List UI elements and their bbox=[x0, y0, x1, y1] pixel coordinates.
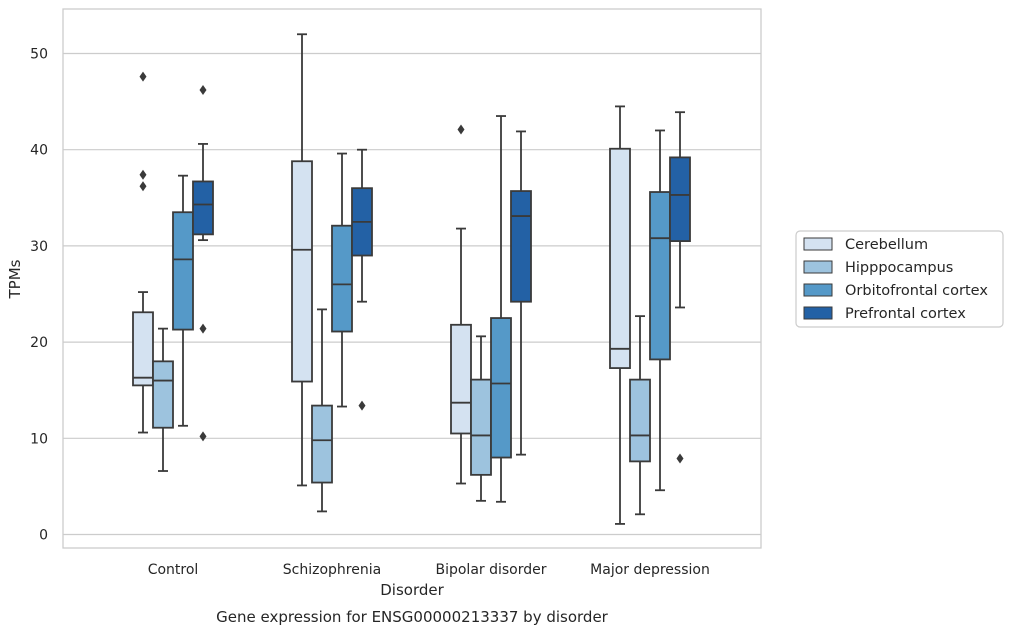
box-prefrontal-cortex bbox=[510, 130, 532, 456]
chart-title: Gene expression for ENSG00000213337 by d… bbox=[216, 608, 609, 626]
box-orbitofrontal-cortex bbox=[331, 152, 353, 408]
y-axis-ticks: 0 10 20 30 40 50 bbox=[30, 47, 48, 544]
plot-area-frame bbox=[62, 8, 762, 549]
y-tick-label: 10 bbox=[30, 431, 48, 447]
y-axis-label: TPMs bbox=[6, 259, 24, 299]
box-series bbox=[132, 33, 691, 525]
legend-swatch bbox=[803, 283, 833, 297]
outlier-point bbox=[199, 431, 207, 442]
iqr-box bbox=[629, 378, 651, 463]
legend-frame bbox=[795, 230, 1004, 328]
legend-label: Orbitofrontal cortex bbox=[845, 283, 988, 299]
box-orbitofrontal-cortex bbox=[649, 129, 671, 492]
outlier-point bbox=[139, 181, 147, 192]
box-cerebellum bbox=[291, 33, 313, 487]
iqr-box bbox=[291, 160, 313, 383]
x-axis-label: Disorder bbox=[380, 581, 444, 599]
outlier-point bbox=[139, 169, 147, 180]
y-tick-label: 50 bbox=[30, 47, 48, 63]
box-prefrontal-cortex bbox=[669, 111, 691, 464]
iqr-box bbox=[490, 317, 512, 459]
box-hipppocampus bbox=[311, 308, 333, 513]
box-cerebellum bbox=[132, 71, 154, 434]
iqr-box bbox=[510, 190, 532, 303]
iqr-box bbox=[649, 191, 671, 361]
outlier-point bbox=[139, 71, 147, 82]
outlier-point bbox=[358, 400, 366, 411]
y-tick-label: 40 bbox=[30, 143, 48, 159]
x-tick-label: Control bbox=[148, 562, 199, 578]
box-cerebellum bbox=[609, 105, 631, 525]
iqr-box bbox=[172, 211, 194, 331]
iqr-box bbox=[192, 180, 214, 236]
x-tick-label: Bipolar disorder bbox=[435, 562, 546, 578]
outlier-point bbox=[676, 453, 684, 464]
x-tick-label: Schizophrenia bbox=[283, 562, 381, 578]
box-hipppocampus bbox=[629, 315, 651, 516]
legend-swatch bbox=[803, 237, 833, 251]
legend: Cerebellum Hipppocampus Orbitofrontal cort… bbox=[795, 230, 1004, 328]
box-orbitofrontal-cortex bbox=[490, 115, 512, 503]
iqr-box bbox=[470, 378, 492, 476]
legend-label: Hipppocampus bbox=[845, 260, 953, 276]
box-hipppocampus bbox=[152, 327, 174, 472]
legend-swatch bbox=[803, 306, 833, 320]
iqr-box bbox=[669, 156, 691, 242]
legend-label: Prefrontal cortex bbox=[845, 306, 966, 322]
iqr-box bbox=[450, 323, 472, 435]
iqr-box bbox=[132, 311, 154, 387]
iqr-box bbox=[331, 224, 353, 333]
outlier-point bbox=[199, 85, 207, 96]
y-tick-label: 30 bbox=[30, 239, 48, 255]
iqr-box bbox=[609, 147, 631, 369]
box-hipppocampus bbox=[470, 335, 492, 502]
box-orbitofrontal-cortex bbox=[172, 174, 194, 427]
x-tick-label: Major depression bbox=[590, 562, 710, 578]
box-prefrontal-cortex bbox=[351, 148, 373, 411]
legend-label: Cerebellum bbox=[845, 237, 928, 253]
box-prefrontal-cortex bbox=[192, 85, 214, 442]
x-axis-ticks: Control Schizophrenia Bipolar disorder Majo… bbox=[148, 562, 710, 578]
iqr-box bbox=[152, 360, 174, 429]
legend-swatch bbox=[803, 260, 833, 274]
outlier-point bbox=[199, 323, 207, 334]
box-cerebellum bbox=[450, 124, 472, 485]
outlier-point bbox=[457, 124, 465, 135]
y-tick-label: 0 bbox=[39, 528, 48, 544]
y-tick-label: 20 bbox=[30, 335, 48, 351]
iqr-box bbox=[311, 404, 333, 484]
